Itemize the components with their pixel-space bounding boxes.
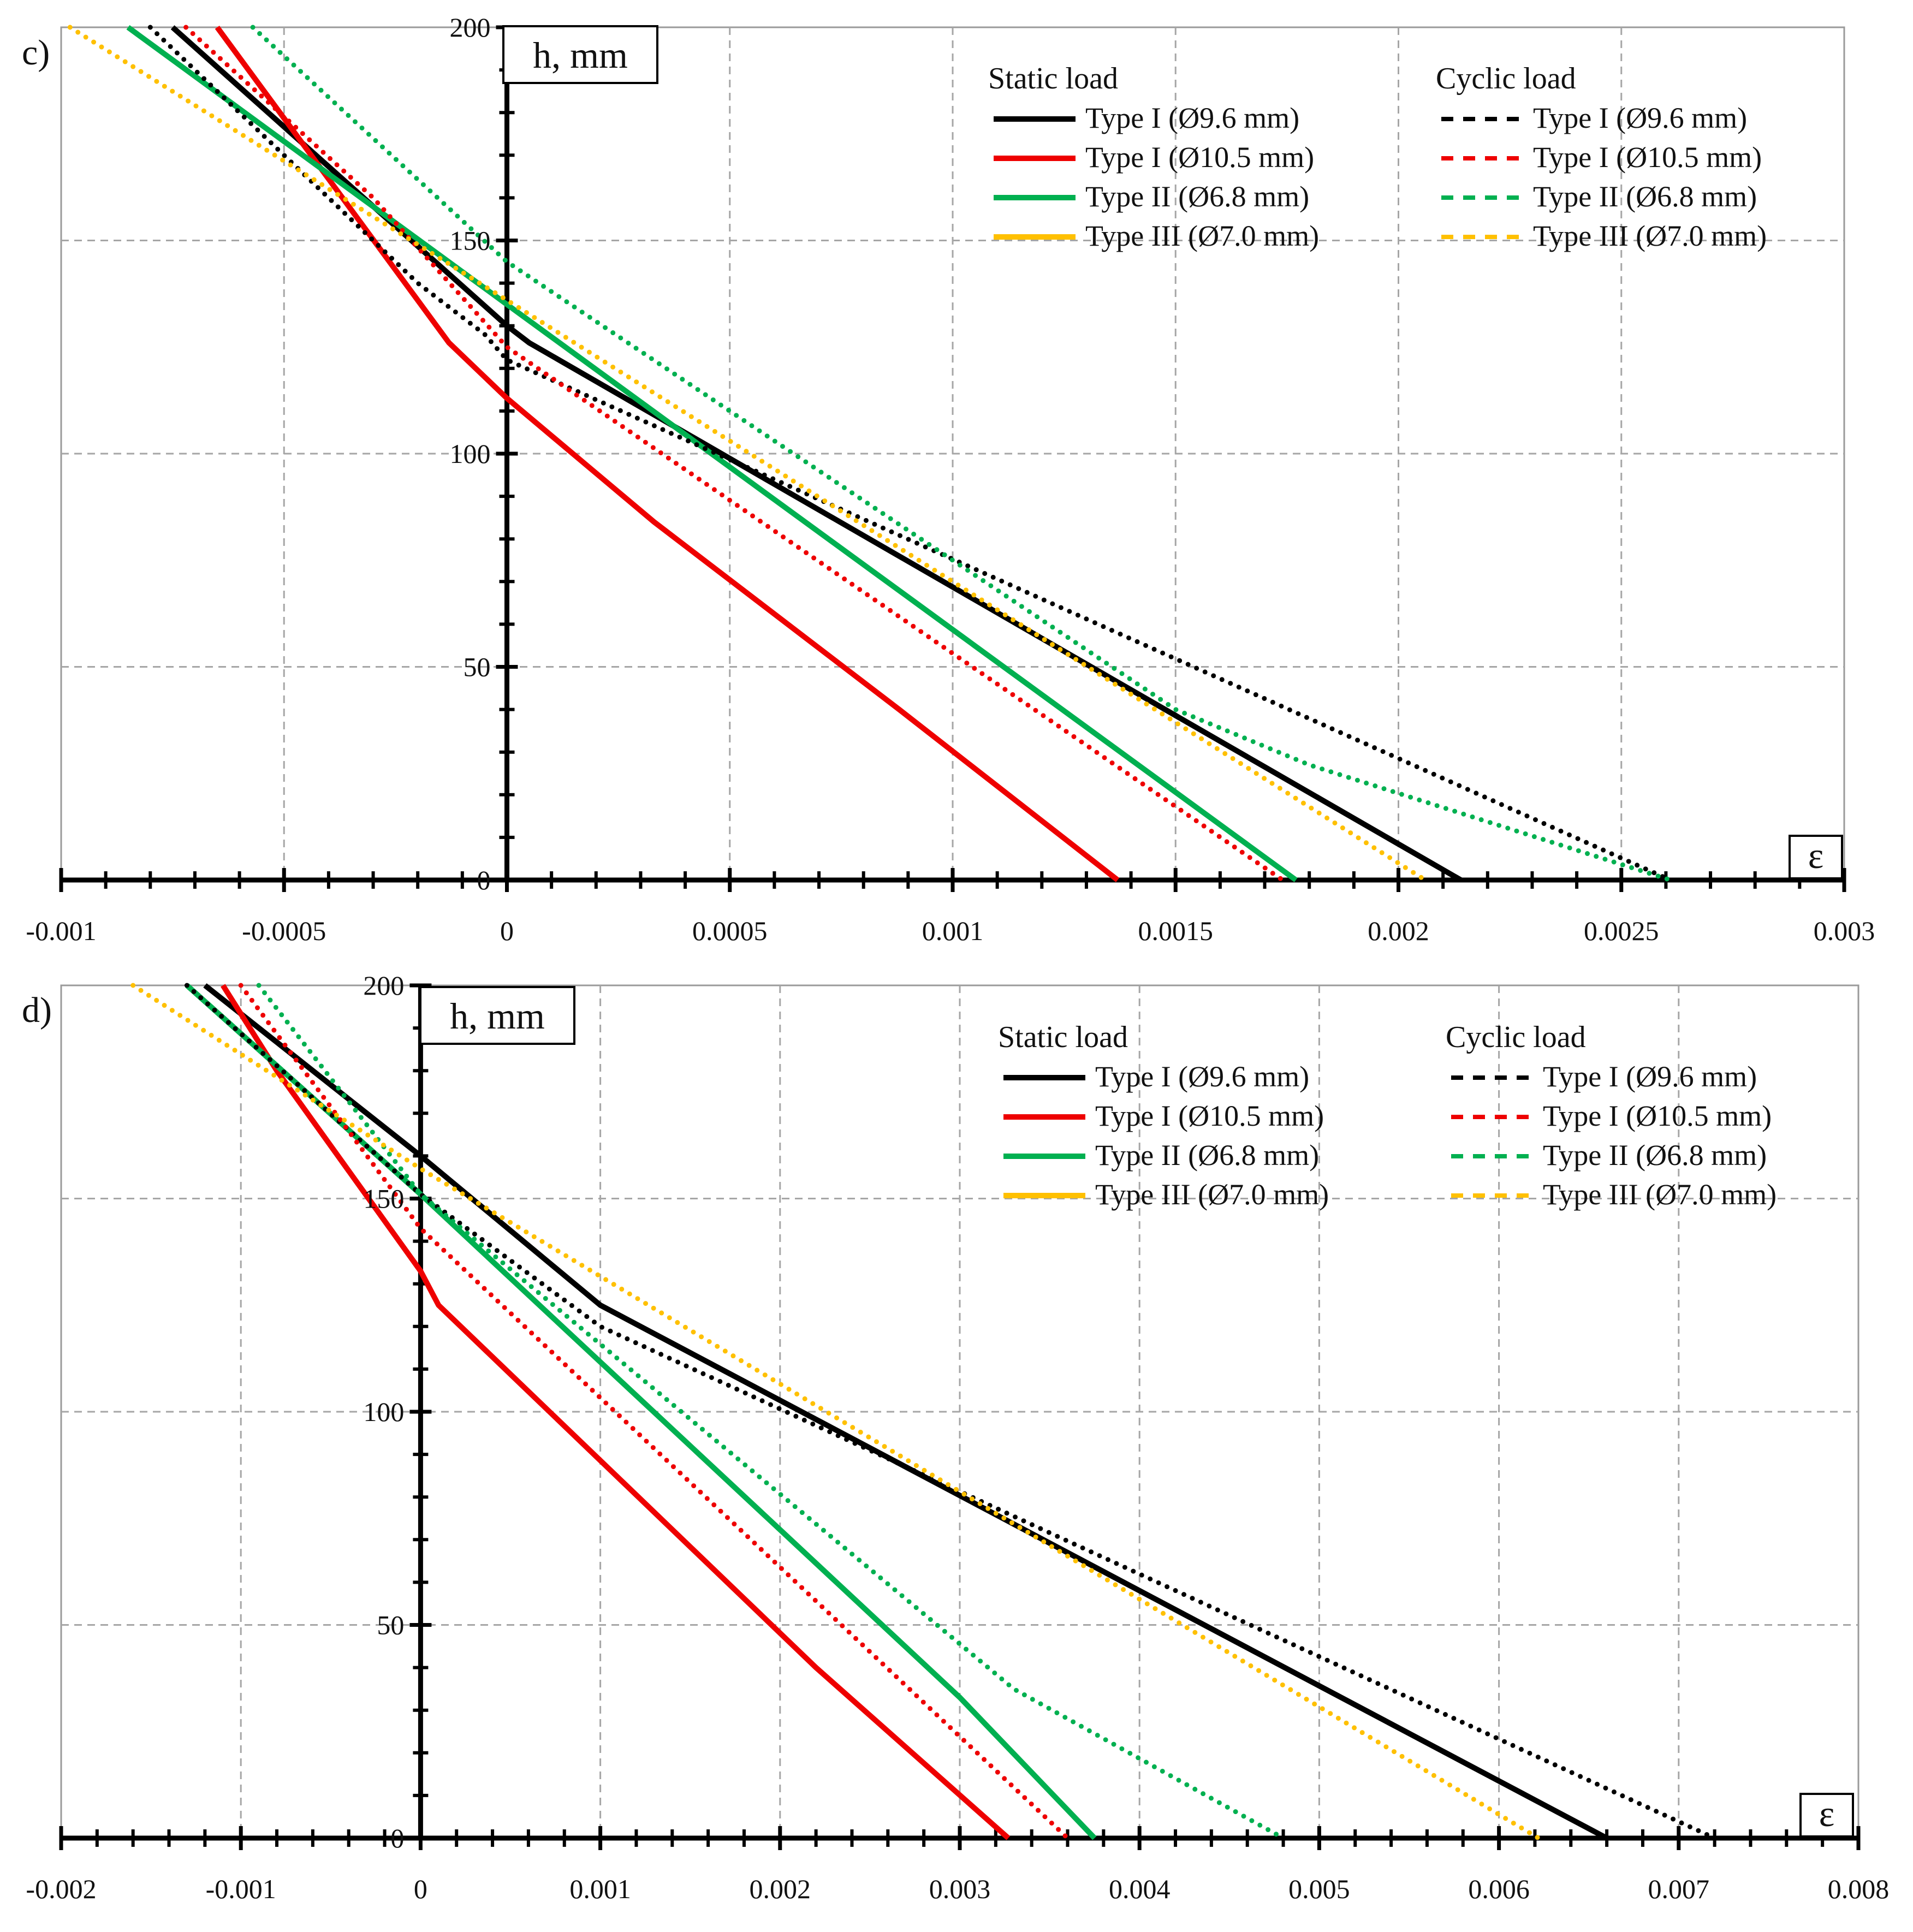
x-tick-label: 0.004 (1109, 1874, 1171, 1904)
x-tick-label: 0.006 (1468, 1874, 1530, 1904)
panel-d: -0.002 -0.001 0 0.001 0.002 0.003 0.004 0.005 0.… (22, 970, 1889, 1904)
legend-cyclic-label-1: Type I (Ø10.5 mm) (1543, 1099, 1772, 1132)
legend-cyclic-label-2: Type II (Ø6.8 mm) (1533, 180, 1757, 213)
series-line-5 (238, 983, 1070, 1841)
panel-label: c) (22, 33, 50, 73)
legend-cyclic-label-3: Type III (Ø7.0 mm) (1543, 1178, 1777, 1211)
xlabel: ε (1819, 1793, 1835, 1834)
legend-static-label-1: Type I (Ø10.5 mm) (1085, 141, 1314, 174)
legend-cyclic-title: Cyclic load (1446, 1020, 1586, 1054)
ylabel: h, mm (533, 34, 628, 76)
series-line-0 (203, 983, 1608, 1841)
y-tick-label: 200 (363, 970, 404, 1001)
x-tick-label: -0.0005 (242, 916, 326, 946)
y-tick-label: 150 (450, 225, 491, 256)
x-tick-label: 0.001 (922, 916, 984, 946)
legend-static-label-0: Type I (Ø9.6 mm) (1085, 102, 1299, 134)
series-line-4 (147, 25, 1673, 883)
y-tick-label: 100 (450, 438, 491, 469)
ylabel: h, mm (450, 995, 545, 1037)
legend-static-label-0: Type I (Ø9.6 mm) (1095, 1060, 1309, 1093)
series-line-5 (183, 25, 1285, 883)
legend-static-label-2: Type II (Ø6.8 mm) (1085, 180, 1309, 213)
x-tick-label: 0.005 (1288, 1874, 1350, 1904)
x-tick-label: 0.002 (1368, 916, 1429, 946)
x-tick-label: 0.0025 (1584, 916, 1659, 946)
series-line-6 (256, 983, 1286, 1841)
x-tick-label: 0.001 (569, 1874, 631, 1904)
legend-static-title: Static load (988, 62, 1118, 96)
x-tick-label: -0.002 (26, 1874, 96, 1904)
x-tick-label: -0.001 (26, 916, 96, 946)
legend: Static load Cyclic load Type I (Ø9.6 mm) Ty… (988, 62, 1767, 252)
x-tick-label: 0.0005 (692, 916, 768, 946)
legend-cyclic-label-0: Type I (Ø9.6 mm) (1543, 1060, 1757, 1093)
x-tick-label: 0.003 (1814, 916, 1875, 946)
xlabel: ε (1808, 835, 1824, 876)
y-tick-label: 0 (390, 1823, 404, 1853)
panel-label: d) (22, 990, 52, 1030)
x-tick-label: 0.0015 (1138, 916, 1214, 946)
x-tick-label: 0.008 (1828, 1874, 1890, 1904)
series-line-4 (184, 983, 1718, 1841)
xlabel-box (1789, 835, 1843, 879)
legend-cyclic-label-1: Type I (Ø10.5 mm) (1533, 141, 1762, 174)
series-line-0 (170, 25, 1463, 883)
legend: Static load Cyclic load Type I (Ø9.6 mm) Ty… (998, 1020, 1777, 1211)
y-tick-label: 50 (377, 1610, 404, 1640)
legend-static-label-3: Type III (Ø7.0 mm) (1095, 1178, 1329, 1211)
panel-c: -0.001 -0.0005 0 0.0005 0.001 0.0015 0.002 0.00… (22, 12, 1875, 946)
y-tick-label: 200 (450, 12, 491, 43)
xlabel-box (1799, 1793, 1854, 1838)
series-line-6 (250, 25, 1673, 883)
x-tick-label: 0.002 (750, 1874, 811, 1904)
x-tick-label: 0 (414, 1874, 427, 1904)
series-line-1 (215, 26, 1120, 882)
x-tick-label: 0 (500, 916, 514, 946)
x-tick-label: 0.003 (929, 1874, 991, 1904)
legend-static-label-3: Type III (Ø7.0 mm) (1085, 219, 1319, 252)
x-tick-label: 0.007 (1648, 1874, 1710, 1904)
y-tick-label: 50 (464, 652, 491, 682)
y-tick-label: 0 (477, 865, 491, 895)
legend-cyclic-label-2: Type II (Ø6.8 mm) (1543, 1139, 1767, 1172)
legend-static-label-2: Type II (Ø6.8 mm) (1095, 1139, 1319, 1172)
series-line-2 (126, 25, 1298, 883)
ylabel-box (419, 986, 575, 1045)
legend-cyclic-title: Cyclic load (1436, 62, 1576, 96)
ylabel-box (502, 25, 658, 84)
legend-static-label-1: Type I (Ø10.5 mm) (1095, 1099, 1324, 1132)
series-line-7 (130, 983, 1541, 1841)
y-tick-label: 100 (363, 1396, 404, 1427)
legend-static-title: Static load (998, 1020, 1128, 1054)
x-tick-label: -0.001 (206, 1874, 276, 1904)
legend-cyclic-label-3: Type III (Ø7.0 mm) (1533, 219, 1767, 252)
y-tick-label: 150 (363, 1184, 404, 1214)
legend-cyclic-label-0: Type I (Ø9.6 mm) (1533, 102, 1747, 134)
